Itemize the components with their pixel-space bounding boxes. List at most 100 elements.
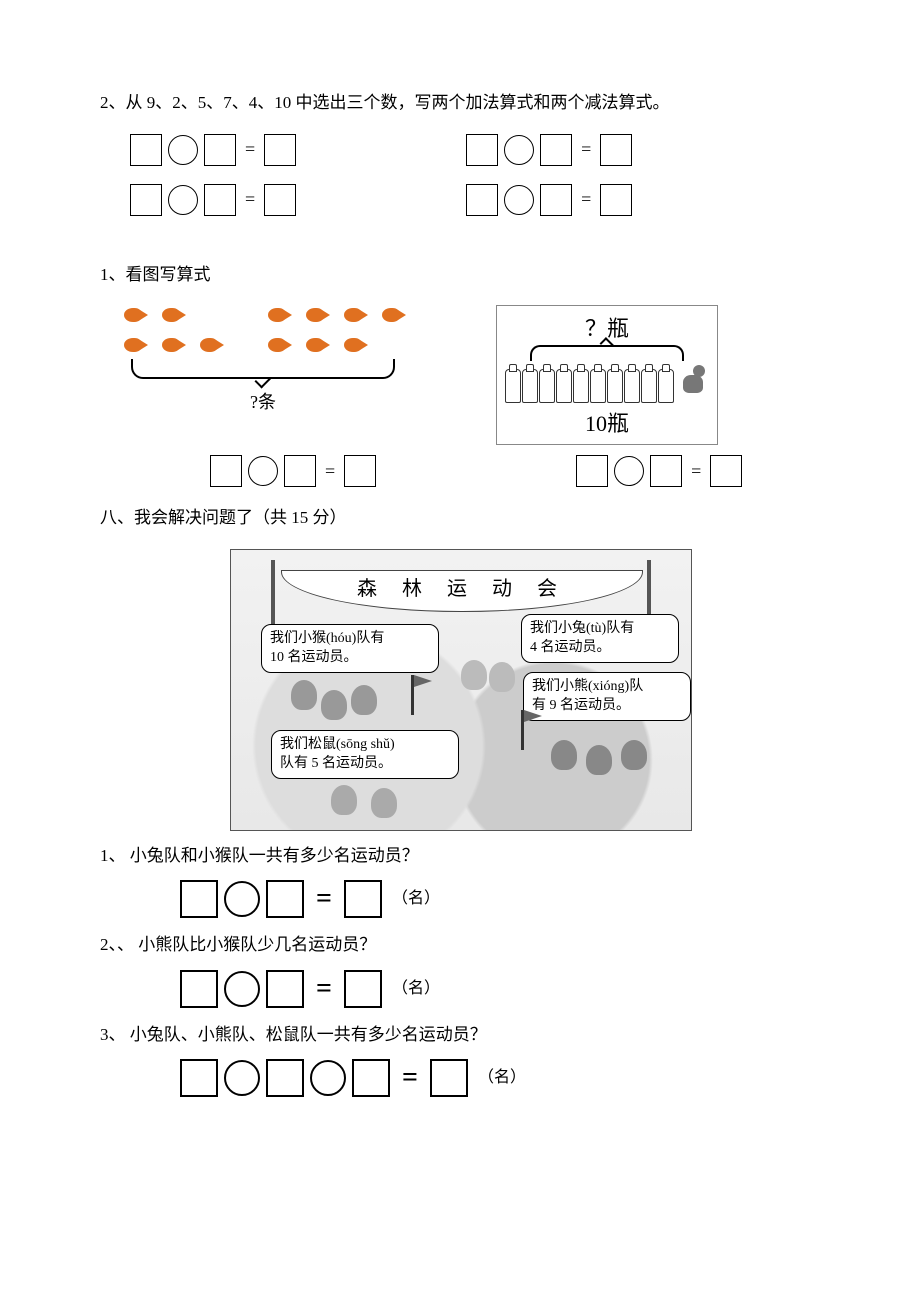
blank-circle[interactable]: [168, 185, 198, 215]
speech-squirrel: 我们松鼠(sōng shǔ)队有 5 名运动员。: [271, 730, 459, 779]
bear-icon: [621, 740, 647, 770]
blank-box[interactable]: [466, 184, 498, 216]
bottle-figure: ？瓶 10瓶: [496, 305, 718, 445]
flag-icon: [521, 710, 524, 750]
q2-eq-row-1: = =: [130, 134, 820, 166]
q8-eq-2: =: [180, 968, 382, 1010]
bottles-row: [505, 363, 709, 403]
blank-box[interactable]: [204, 134, 236, 166]
q8-q2-text: 小熊队比小猴队少几名运动员？: [138, 935, 376, 954]
monkey-icon: [321, 690, 347, 720]
blank-box[interactable]: [264, 134, 296, 166]
blank-box[interactable]: [352, 1059, 390, 1097]
blank-box[interactable]: [130, 134, 162, 166]
q2-eq-row-2: = =: [130, 184, 820, 216]
fish-icon: [302, 335, 330, 355]
blank-box[interactable]: [540, 134, 572, 166]
blank-circle[interactable]: [168, 135, 198, 165]
bottle-total-label: 10瓶: [585, 407, 629, 440]
blank-box[interactable]: [180, 880, 218, 918]
fish-icon: [302, 305, 330, 325]
bottle-icon: [539, 369, 555, 403]
blank-box[interactable]: [180, 1059, 218, 1097]
q8-q2-unit: （名）: [392, 977, 440, 1001]
blank-box[interactable]: [284, 455, 316, 487]
monkey-icon: [291, 680, 317, 710]
blank-box[interactable]: [344, 455, 376, 487]
bottle-icon: [590, 369, 606, 403]
blank-circle[interactable]: [248, 456, 278, 486]
blank-circle[interactable]: [504, 135, 534, 165]
q8-eq-1: =: [180, 878, 382, 920]
scene-banner: 森 林 运 动 会: [281, 570, 643, 612]
top-brace-icon: [530, 345, 684, 361]
blank-box[interactable]: [264, 184, 296, 216]
blank-box[interactable]: [540, 184, 572, 216]
q2-eq-1: =: [130, 134, 296, 166]
q2-title: 2、从 9、2、5、7、4、10 中选出三个数，写两个加法算式和两个减法算式。: [100, 90, 820, 116]
q8-q2-num: 2、、: [100, 935, 134, 954]
q8-q1-num: 1、: [100, 846, 126, 865]
monkey-icon: [351, 685, 377, 715]
speech-rabbit: 我们小兔(tù)队有4 名运动员。: [521, 614, 679, 663]
blank-box[interactable]: [710, 455, 742, 487]
equals-sign: =: [316, 878, 332, 920]
fish-icon: [158, 335, 186, 355]
blank-box[interactable]: [344, 970, 382, 1008]
fish-group-b: [264, 305, 406, 355]
blank-box[interactable]: [266, 970, 304, 1008]
deer-icon: [679, 363, 709, 403]
fish-icon: [264, 335, 292, 355]
bear-icon: [586, 745, 612, 775]
squirrel-icon: [371, 788, 397, 818]
blank-circle[interactable]: [224, 881, 260, 917]
fish-icon: [340, 335, 368, 355]
bottle-icon: [658, 369, 674, 403]
q8-q1-text: 小兔队和小猴队一共有多少名运动员？: [130, 846, 419, 865]
equals-sign: =: [245, 136, 255, 163]
q1-title: 1、看图写算式: [100, 262, 820, 288]
fish-icon: [120, 335, 148, 355]
blank-box[interactable]: [204, 184, 236, 216]
q2-eq-4: =: [466, 184, 632, 216]
blank-circle[interactable]: [224, 1060, 260, 1096]
blank-box[interactable]: [180, 970, 218, 1008]
q2-eq-3: =: [130, 184, 296, 216]
blank-box[interactable]: [576, 455, 608, 487]
q8-q3-unit: （名）: [478, 1066, 526, 1090]
q8-q3-text: 小兔队、小熊队、松鼠队一共有多少名运动员？: [130, 1025, 487, 1044]
blank-box[interactable]: [130, 184, 162, 216]
blank-box[interactable]: [266, 880, 304, 918]
rabbit-icon: [461, 660, 487, 690]
bear-icon: [551, 740, 577, 770]
blank-box[interactable]: [600, 184, 632, 216]
bottle-icon: [522, 369, 538, 403]
speech-monkey: 我们小猴(hóu)队有10 名运动员。: [261, 624, 439, 673]
blank-circle[interactable]: [504, 185, 534, 215]
blank-box[interactable]: [344, 880, 382, 918]
fish-icon: [158, 305, 186, 325]
q8-eq-3: =: [180, 1057, 468, 1099]
bottle-icon: [624, 369, 640, 403]
fish-icon: [340, 305, 368, 325]
fish-icon: [264, 305, 292, 325]
bottle-icon: [641, 369, 657, 403]
blank-box[interactable]: [430, 1059, 468, 1097]
blank-box[interactable]: [210, 455, 242, 487]
blank-box[interactable]: [466, 134, 498, 166]
q1-bottle-equation: =: [576, 455, 742, 487]
fish-figure: ?条: [120, 305, 406, 416]
equals-sign: =: [691, 458, 701, 485]
blank-box[interactable]: [650, 455, 682, 487]
fish-icon: [378, 305, 406, 325]
blank-circle[interactable]: [310, 1060, 346, 1096]
q8-q3-num: 3、: [100, 1025, 126, 1044]
q8-question-3: 3、 小兔队、小熊队、松鼠队一共有多少名运动员？ = （名）: [100, 1022, 820, 1100]
section8-heading: 八、我会解决问题了（共 15 分）: [100, 505, 820, 531]
blank-circle[interactable]: [614, 456, 644, 486]
blank-box[interactable]: [600, 134, 632, 166]
blank-box[interactable]: [266, 1059, 304, 1097]
q2-eq-2: =: [466, 134, 632, 166]
blank-circle[interactable]: [224, 971, 260, 1007]
flag-icon: [411, 675, 414, 715]
